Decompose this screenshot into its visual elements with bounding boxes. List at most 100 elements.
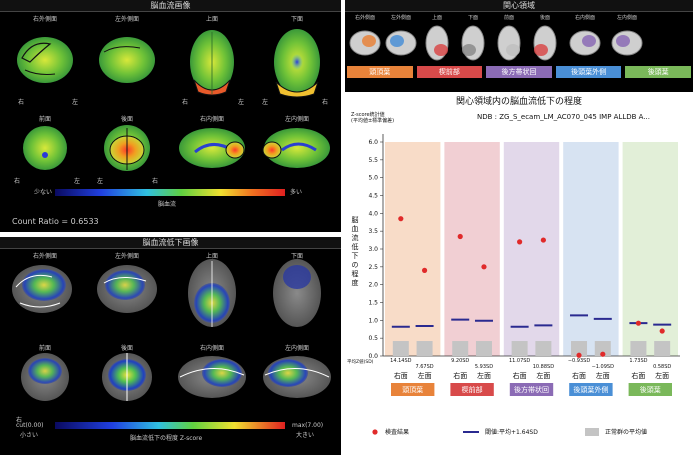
- side-label: 左面: [655, 371, 669, 380]
- region-tag: [569, 383, 613, 396]
- y-tick-label: 2.0: [368, 282, 378, 289]
- region-tag: [450, 383, 494, 396]
- chart-svg: 関心領域内の脳血流低下の程度 Z-score統計値(平均値±標準偏差) NDB : …: [347, 95, 680, 436]
- normal-mean-bar: [416, 341, 433, 356]
- region-tag-label: 後頭葉外側: [573, 385, 608, 394]
- result-point: [398, 216, 404, 222]
- orient-right: 右: [16, 417, 23, 424]
- blood-flow-panel: 脳血流画像 右外側面 左外側面 上面 下面 前面 後面 右内側面 左内側面: [0, 0, 341, 232]
- sd-label: 5.93SD: [475, 364, 493, 370]
- roi-tab[interactable]: 後方帯状回: [486, 66, 552, 78]
- region-tag-label: 楔前部: [462, 385, 483, 394]
- orient-left: 左: [238, 99, 245, 106]
- view-label: 左外側面: [114, 253, 139, 260]
- region-band: [622, 142, 678, 356]
- z-brain-posterior: [102, 353, 152, 401]
- roi-tab[interactable]: 頭頂葉: [347, 66, 413, 78]
- roi-view-label: 後面: [539, 15, 550, 21]
- orient-left: 左: [74, 178, 81, 185]
- roi-view-label: 前面: [503, 15, 514, 21]
- sd-label: 1.73SD: [629, 358, 647, 364]
- roi-tab[interactable]: 楔前部: [416, 66, 483, 78]
- side-label: 左面: [596, 371, 610, 380]
- sd-row-label: 平均Z値(SD): [347, 358, 374, 365]
- roi-region-highlight: [390, 35, 404, 47]
- z-brain-left-lateral: [97, 265, 157, 313]
- roi-view-label: 右外側面: [354, 15, 375, 21]
- side-label: 右面: [572, 371, 586, 380]
- region-band: [503, 142, 560, 356]
- y-axis-label-char: 流: [352, 233, 359, 242]
- normal-mean-bar: [511, 341, 528, 356]
- legend-threshold-label: 閾値:平均+1.64SD: [485, 428, 538, 436]
- z-scale-label: 脳血流低下の程度 Z-score: [130, 435, 203, 442]
- sd-label: 10.88SD: [533, 364, 554, 370]
- z-brain-anterior: [21, 353, 69, 401]
- brain-right-lateral: [17, 37, 73, 83]
- y-axis-label-char: 血: [352, 224, 359, 233]
- max-sub: 大きい: [296, 432, 315, 439]
- sd-label: −0.93SD: [568, 358, 590, 364]
- sd-label: 9.20SD: [451, 358, 469, 364]
- z-brain-right-medial: [178, 356, 246, 398]
- blood-flow-brains: [17, 29, 330, 196]
- roi-region-highlight: [362, 35, 376, 47]
- normal-mean-bar: [475, 341, 492, 356]
- orient-right: 右: [18, 99, 25, 106]
- view-label: 下面: [290, 253, 303, 260]
- brain-left-medial: [262, 128, 330, 168]
- hypoperfusion-brains: [12, 259, 331, 429]
- sd-label: 14.14SD: [390, 358, 411, 364]
- y-tick-label: 3.0: [368, 246, 378, 253]
- result-point: [457, 233, 463, 240]
- view-label: 後面: [120, 116, 133, 123]
- view-label: 左内側面: [284, 345, 309, 352]
- side-label: 左面: [536, 371, 550, 380]
- normal-mean-bar: [594, 341, 611, 356]
- side-label: 右面: [631, 371, 645, 380]
- result-point: [517, 239, 523, 245]
- result-point: [635, 320, 642, 326]
- y-tick-label: 0.5: [368, 335, 378, 342]
- z-brain-superior: [188, 259, 236, 327]
- normal-mean-bar: [535, 341, 552, 356]
- cut-sub: 小さい: [20, 432, 39, 439]
- view-label: 左内側面: [284, 116, 309, 123]
- count-ratio: Count Ratio = 0.6533: [12, 217, 99, 226]
- view-label: 上面: [205, 16, 218, 23]
- roi-tab[interactable]: 後頭葉: [625, 66, 691, 78]
- y-tick-label: 3.5: [368, 228, 378, 235]
- roi-view-label: 下面: [467, 15, 478, 21]
- y-tick-label: 6.0: [368, 139, 378, 146]
- view-label: 後面: [120, 345, 133, 352]
- roi-region-highlight: [582, 35, 596, 47]
- y-axis-label-char: 度: [352, 278, 359, 287]
- sd-label: 11.07SD: [509, 358, 530, 364]
- roi-region-highlight: [462, 44, 476, 56]
- y-tick-label: 4.0: [368, 210, 378, 217]
- roi-region-highlight: [506, 44, 520, 56]
- roi-tab[interactable]: 後頭葉外側: [555, 66, 622, 78]
- view-label: 右内側面: [199, 345, 224, 352]
- normal-mean-bar: [654, 341, 671, 356]
- orient-right: 右: [182, 99, 189, 106]
- max-label: max(7.00): [292, 422, 324, 429]
- brain-superior: [190, 30, 234, 96]
- orient-left: 左: [97, 178, 104, 185]
- orient-right: 右: [14, 178, 21, 185]
- normal-mean-bar: [571, 341, 588, 356]
- blood-flow-scale: [55, 189, 285, 196]
- chart-header-note: Z-score統計値: [351, 111, 385, 118]
- view-label: 右外側面: [32, 16, 57, 23]
- normal-mean-bar: [452, 341, 469, 356]
- y-tick-label: 5.5: [368, 157, 378, 164]
- orient-right: 右: [322, 99, 329, 106]
- blood-flow-title: 脳血流画像: [0, 0, 341, 12]
- roi-region-highlight: [434, 44, 448, 56]
- brain-right-medial: [179, 128, 245, 168]
- region-tag-label: 頭頂葉: [402, 385, 423, 394]
- scale-low: 少ない: [34, 189, 53, 196]
- z-brain-right-lateral: [12, 265, 72, 313]
- view-label: 上面: [205, 253, 218, 260]
- view-label: 左外側面: [114, 16, 139, 23]
